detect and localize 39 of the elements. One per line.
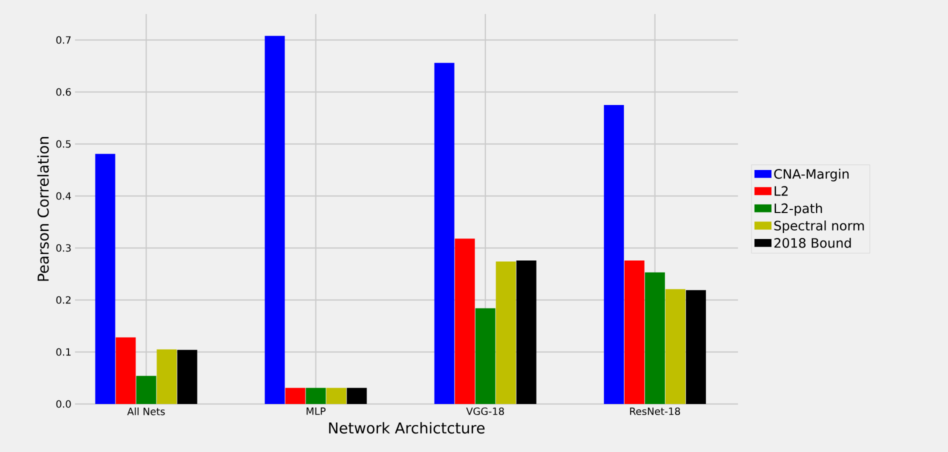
legend-label: 2018 Bound bbox=[774, 238, 851, 248]
legend-label: CNA-Margin bbox=[774, 168, 849, 182]
bar bbox=[264, 36, 285, 404]
x-tick-label: MLP bbox=[306, 408, 326, 415]
bar bbox=[346, 388, 367, 404]
x-tick-label: All Nets bbox=[127, 407, 165, 416]
y-tick-label: 0.5 bbox=[56, 140, 71, 148]
x-tick-label: ResNet-18 bbox=[630, 407, 680, 416]
bar bbox=[285, 388, 306, 404]
bar bbox=[306, 388, 326, 404]
x-tick-label: VGG-18 bbox=[466, 407, 504, 416]
bar bbox=[136, 376, 156, 404]
y-axis-title: Pearson Correlation bbox=[37, 136, 49, 281]
legend-label: L2-path bbox=[774, 203, 822, 216]
y-tick-label: 0.6 bbox=[56, 88, 71, 96]
y-tick-label: 0.3 bbox=[56, 244, 71, 252]
bar bbox=[434, 62, 454, 404]
bar bbox=[116, 337, 136, 404]
y-tick-label: 0.4 bbox=[56, 192, 71, 200]
bar bbox=[665, 289, 686, 404]
bar bbox=[475, 308, 496, 404]
legend-label: L2 bbox=[774, 186, 788, 196]
bar bbox=[604, 104, 624, 404]
x-axis-title: Network Archictcture bbox=[329, 422, 485, 434]
bar bbox=[156, 349, 177, 404]
bar bbox=[326, 388, 346, 404]
legend-label: Spectral norm bbox=[774, 220, 864, 234]
bar bbox=[496, 262, 516, 404]
y-tick-label: 0.7 bbox=[56, 36, 71, 44]
bar bbox=[177, 350, 198, 404]
bar bbox=[686, 290, 706, 404]
bar bbox=[624, 260, 644, 404]
bar bbox=[516, 260, 536, 404]
bar bbox=[644, 272, 665, 404]
y-tick-label: 0.0 bbox=[56, 400, 71, 408]
y-tick-label: 0.1 bbox=[56, 348, 71, 356]
y-tick-label: 0.2 bbox=[56, 296, 70, 304]
bar bbox=[95, 154, 116, 404]
bar bbox=[454, 238, 475, 404]
